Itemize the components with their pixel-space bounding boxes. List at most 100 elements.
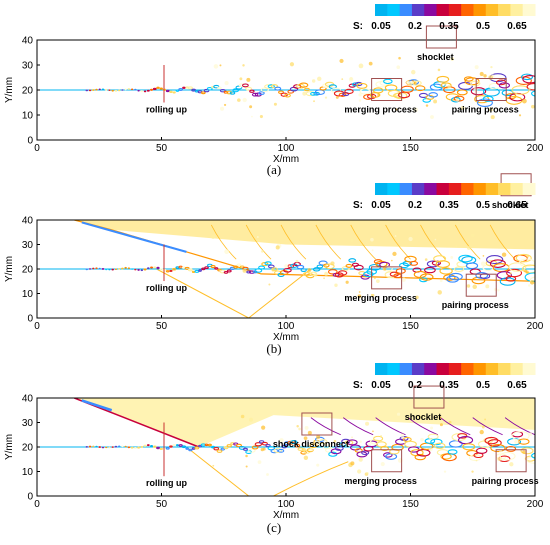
fluctuation-blob (311, 79, 316, 83)
annotation-box (465, 273, 497, 297)
vortex-structure (457, 433, 468, 439)
fluctuation-blob (497, 289, 500, 292)
colorbar: S: 0.05 0.2 0.35 0.5 0.65 (353, 4, 536, 32)
vortex-structure (251, 92, 259, 97)
vortex-structure (470, 87, 487, 96)
fluctuation-blob (239, 77, 243, 81)
fluctuation-blob (314, 440, 320, 445)
y-tick-label: 0 (27, 136, 33, 147)
colorbar-tick-label: 0.35 (439, 380, 459, 391)
annotation-label: shocklet (405, 412, 442, 422)
annotation-box (371, 266, 403, 290)
fluctuation-blob (237, 98, 241, 102)
vortex-structure (300, 268, 307, 272)
colorbar-swatch (411, 4, 425, 16)
fluctuation-blob (499, 449, 502, 453)
fluctuation-blob (392, 251, 397, 256)
vortex-structure (380, 446, 389, 452)
fluctuation-blob (350, 461, 355, 466)
fluctuation-blob (494, 287, 498, 292)
fluctuation-blob (324, 271, 329, 276)
fluctuation-blob (396, 412, 401, 416)
vortex-structure (149, 88, 154, 91)
fluctuation-blob (415, 295, 419, 300)
vortex-structure (456, 89, 468, 96)
fluctuation-blob (408, 236, 413, 242)
y-tick-label: 30 (22, 240, 34, 251)
vortex-structure (248, 448, 256, 453)
fluctuation-blob (324, 96, 328, 99)
fluctuation-blob (242, 97, 247, 103)
fluctuation-blob (437, 290, 442, 295)
x-tick-label: 150 (402, 143, 419, 154)
fluctuation-blob (368, 61, 373, 66)
fluctuation-blob (359, 440, 362, 443)
vortex-structure (242, 447, 248, 451)
colorbar-tick-label: 0.05 (371, 21, 391, 32)
vortex-structure (95, 88, 98, 91)
colorbar-swatch (448, 4, 462, 16)
fluctuation-blob (358, 291, 361, 293)
y-tick-label: 10 (22, 111, 34, 122)
fluctuation-blob (256, 239, 260, 243)
fluctuation-blob (437, 68, 441, 72)
fluctuation-blob (443, 470, 447, 473)
vortex-structure (409, 260, 419, 266)
upper-mixing-layer (74, 220, 535, 250)
fluctuation-blob (528, 87, 531, 91)
colorbar-swatch (436, 363, 450, 375)
fluctuation-blob (357, 294, 362, 299)
vortex-structure (159, 87, 163, 90)
vortex-structure (165, 270, 170, 273)
fluctuation-blob (466, 284, 471, 288)
x-tick-label: 200 (527, 321, 544, 332)
fluctuation-blob (242, 64, 245, 67)
fluctuation-blob (309, 447, 314, 452)
fluctuation-blob (405, 80, 410, 85)
plot-area (37, 220, 535, 318)
colorbar-swatch (498, 363, 511, 375)
vortex-structure (435, 260, 451, 268)
vortex-structure (447, 449, 458, 455)
x-axis-label: X/mm (273, 332, 299, 343)
fluctuation-blob (339, 58, 344, 64)
shock-wave (472, 417, 503, 436)
y-tick-label: 20 (22, 443, 34, 454)
vortex-structure (146, 267, 150, 270)
annotation-box (371, 449, 403, 473)
fluctuation-blob (497, 456, 502, 462)
reflected-shock (156, 268, 312, 318)
vortex-structure (127, 87, 131, 90)
fluctuation-blob (430, 115, 434, 119)
x-tick-label: 50 (156, 143, 168, 154)
x-tick-label: 50 (156, 321, 168, 332)
colorbar-swatch (424, 183, 438, 195)
vortex-structure (356, 82, 368, 89)
colorbar-swatch (399, 183, 413, 195)
fluctuation-blob (275, 245, 280, 250)
vortex-structure (258, 91, 265, 95)
vortex-structure (233, 265, 239, 269)
vortex-structure (526, 455, 535, 464)
colorbar-swatch (485, 363, 499, 375)
vortex-structure (223, 90, 229, 94)
fluctuation-blob (528, 284, 531, 287)
vortex-structure (133, 447, 137, 449)
vortex-structure (254, 268, 263, 273)
colorbar-swatch (522, 183, 536, 195)
fluctuation-blob (296, 425, 299, 428)
y-axis-label: Y/mm (4, 256, 15, 282)
fluctuation-blob (211, 234, 216, 239)
vortex-structure (88, 89, 92, 92)
annotation-label: pairing process (442, 300, 509, 310)
vortex-structure (134, 268, 137, 271)
vortex-structure (281, 444, 288, 449)
annotation-label: merging process (344, 105, 417, 115)
fluctuation-blob (245, 465, 248, 468)
vortex-structure (524, 455, 535, 462)
colorbar-swatch (522, 363, 536, 375)
fluctuation-blob (261, 425, 266, 430)
fluctuation-blob (358, 99, 362, 102)
vortex-structure (531, 452, 535, 459)
annotation-label: rolling up (146, 478, 187, 488)
